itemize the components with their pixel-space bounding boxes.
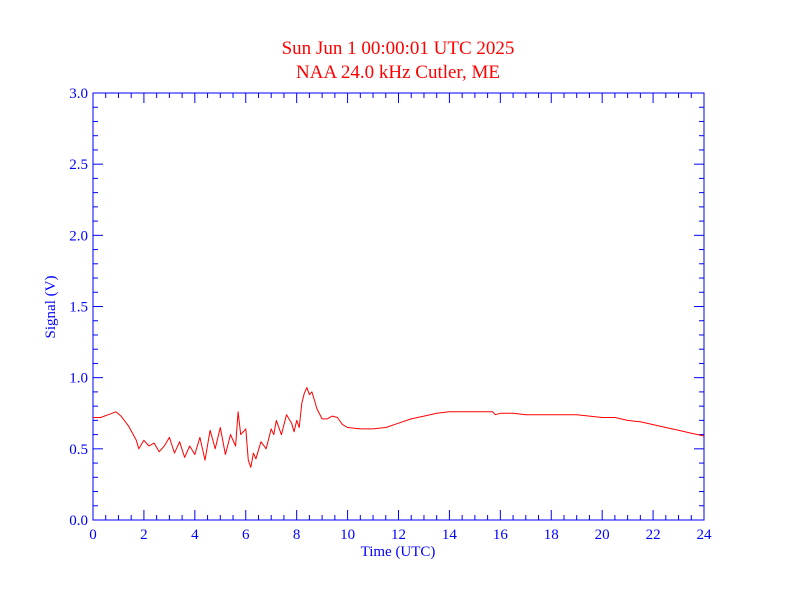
x-tick-label: 2 bbox=[140, 527, 148, 543]
x-tick-label: 20 bbox=[595, 527, 610, 543]
y-tick-label: 1.0 bbox=[69, 371, 88, 387]
x-tick-label: 16 bbox=[493, 527, 509, 543]
x-tick-label: 8 bbox=[293, 527, 301, 543]
chart-subtitle: NAA 24.0 kHz Cutler, ME bbox=[296, 62, 500, 83]
x-tick-label: 24 bbox=[697, 527, 713, 543]
y-tick-label: 2.0 bbox=[69, 228, 88, 244]
x-tick-label: 22 bbox=[646, 527, 661, 543]
y-axis-label: Signal (V) bbox=[43, 276, 59, 339]
x-tick-label: 4 bbox=[191, 527, 199, 543]
axis-ticks bbox=[92, 92, 705, 521]
y-tick-label: 0.5 bbox=[69, 442, 88, 458]
y-tick-label: 1.5 bbox=[69, 300, 88, 316]
x-tick-label: 18 bbox=[544, 527, 559, 543]
y-tick-label: 3.0 bbox=[69, 86, 88, 102]
y-tick-labels: 0.0 0.5 1.0 1.5 2.0 2.5 3.0 bbox=[69, 86, 88, 529]
y-tick-label: 0.0 bbox=[69, 513, 88, 529]
x-tick-labels: 0 2 4 6 8 10 12 14 16 18 20 22 24 bbox=[89, 527, 712, 543]
x-tick-label: 6 bbox=[242, 527, 250, 543]
x-axis-label: Time (UTC) bbox=[361, 544, 436, 560]
x-tick-label: 10 bbox=[340, 527, 355, 543]
signal-series-line bbox=[93, 387, 705, 468]
x-tick-label: 0 bbox=[89, 527, 97, 543]
chart-title: Sun Jun 1 00:00:01 UTC 2025 bbox=[282, 38, 515, 59]
x-tick-label: 12 bbox=[391, 527, 406, 543]
y-tick-label: 2.5 bbox=[69, 157, 88, 173]
x-tick-label: 14 bbox=[442, 527, 458, 543]
series-group bbox=[93, 387, 705, 468]
